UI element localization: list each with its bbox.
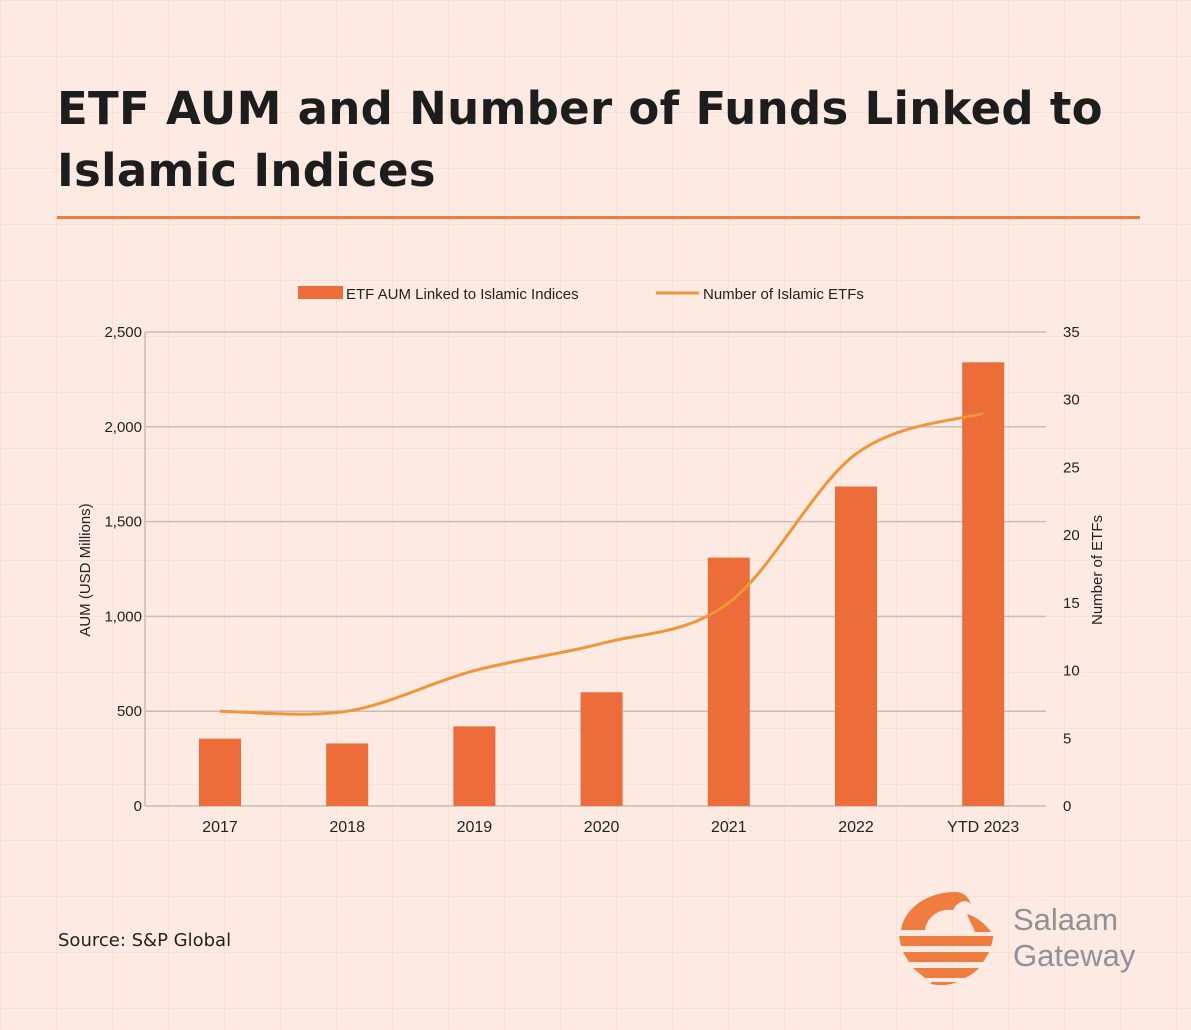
y2-tick-label: 10 — [1063, 663, 1080, 680]
x-tick-label: 2019 — [457, 819, 493, 836]
salaam-gateway-logo: Salaam Gateway — [895, 888, 1145, 988]
bar-2017 — [199, 738, 241, 806]
title-underline — [57, 216, 1140, 219]
gridlines — [144, 331, 1046, 807]
bar-2020 — [580, 692, 623, 806]
x-tick-label: 2017 — [202, 819, 238, 836]
y-tick-label: 2,500 — [104, 324, 142, 341]
y2-tick-label: 20 — [1063, 527, 1080, 544]
bar-2018 — [326, 743, 369, 806]
x-axis-ticks: 2017 2018 2019 2020 2021 2022 YTD 2023 — [202, 819, 1019, 836]
logo-text-line1: Salaam — [1013, 902, 1119, 937]
chart-title: ETF AUM and Number of Funds Linked to Is… — [57, 82, 1103, 197]
x-tick-label: 2020 — [584, 819, 620, 836]
x-tick-label: 2021 — [711, 819, 747, 836]
y2-tick-label: 30 — [1063, 392, 1080, 409]
globe-bird-icon — [899, 892, 993, 986]
y2-axis-label: Number of ETFs — [1089, 515, 1106, 625]
legend-bar-swatch — [298, 286, 343, 299]
logo-text-line2: Gateway — [1013, 938, 1136, 973]
legend-bar-label: ETF AUM Linked to Islamic Indices — [346, 286, 579, 303]
y-tick-label: 1,500 — [104, 514, 142, 531]
y-tick-label: 1,000 — [104, 608, 142, 625]
x-tick-label: YTD 2023 — [947, 819, 1019, 836]
y2-tick-label: 25 — [1063, 459, 1080, 476]
y-tick-label: 0 — [134, 798, 142, 815]
bar-ytd-2023 — [962, 362, 1005, 806]
legend-line-label: Number of Islamic ETFs — [703, 286, 864, 303]
y2-tick-label: 5 — [1063, 730, 1071, 747]
bar-2022 — [835, 486, 877, 806]
x-tick-label: 2018 — [329, 819, 365, 836]
y2-axis-ticks: 0 5 10 15 20 25 30 35 — [1063, 324, 1080, 815]
bar-2021 — [707, 557, 750, 806]
y-axis-ticks: 0 500 1,000 1,500 2,000 2,500 — [104, 324, 142, 815]
bar-2019 — [453, 726, 496, 806]
x-tick-label: 2022 — [838, 819, 874, 836]
source-note: Source: S&P Global — [58, 930, 232, 951]
bars — [199, 362, 1005, 806]
y2-tick-label: 35 — [1063, 324, 1080, 341]
y-tick-label: 500 — [117, 703, 142, 720]
legend: ETF AUM Linked to Islamic Indices Number… — [298, 286, 864, 303]
y-tick-label: 2,000 — [104, 419, 142, 436]
y2-tick-label: 15 — [1063, 595, 1080, 612]
y-axis-label: AUM (USD Millions) — [77, 503, 94, 636]
y2-tick-label: 0 — [1063, 798, 1071, 815]
